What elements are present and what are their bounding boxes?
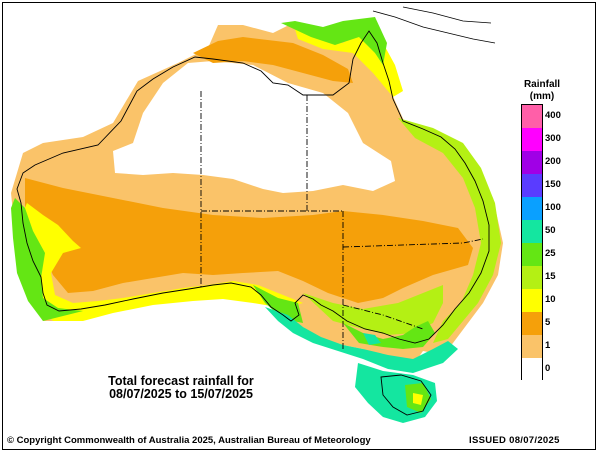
- legend-label-50: 50: [545, 225, 556, 236]
- legend-label-10: 10: [545, 294, 556, 305]
- legend-swatch-50: [522, 220, 542, 243]
- rain-zone-10mm: [19, 203, 303, 321]
- legend-label-25: 25: [545, 248, 556, 259]
- legend-label-0: 0: [545, 363, 551, 374]
- map-caption: Total forecast rainfall for 08/07/2025 t…: [81, 375, 281, 401]
- rain-zone-25mm: [11, 198, 83, 321]
- legend-title: Rainfall (mm): [517, 79, 567, 103]
- legend-swatch-1: [522, 335, 542, 358]
- caption-line-1: Total forecast rainfall for: [108, 374, 254, 388]
- state-borders: [200, 91, 484, 349]
- legend-swatch-0: [522, 358, 542, 381]
- legend-label-400: 400: [545, 110, 561, 121]
- coastline: [16, 30, 490, 344]
- legend-swatch-300: [522, 128, 542, 151]
- legend-swatch-15: [522, 266, 542, 289]
- legend-swatch-10: [522, 289, 542, 312]
- legend-label-150: 150: [545, 179, 561, 190]
- legend-swatch-5: [522, 312, 542, 335]
- legend-label-5: 5: [545, 317, 551, 328]
- legend-label-15: 15: [545, 271, 556, 282]
- legend-label-100: 100: [545, 202, 561, 213]
- legend-swatch-200: [522, 151, 542, 174]
- legend-title-line-1: Rainfall: [523, 79, 561, 90]
- legend-label-1: 1: [545, 340, 551, 351]
- issued-date: ISSUED 08/07/2025: [469, 435, 560, 446]
- legend-swatch-400: [522, 105, 542, 128]
- legend-title-line-2: (mm): [529, 91, 555, 102]
- legend-label-300: 300: [545, 133, 561, 144]
- legend-label-200: 200: [545, 156, 561, 167]
- legend-swatch-150: [522, 174, 542, 197]
- legend-swatch-25: [522, 243, 542, 266]
- legend-color-bar: [521, 104, 543, 381]
- rain-zone-0mm: [113, 61, 395, 193]
- copyright-notice: © Copyright Commonwealth of Australia 20…: [7, 435, 371, 446]
- rain-zone-5mm: [25, 178, 473, 303]
- caption-line-2: 08/07/2025 to 15/07/2025: [109, 387, 253, 401]
- legend-swatch-100: [522, 197, 542, 220]
- rainfall-map: [3, 3, 595, 449]
